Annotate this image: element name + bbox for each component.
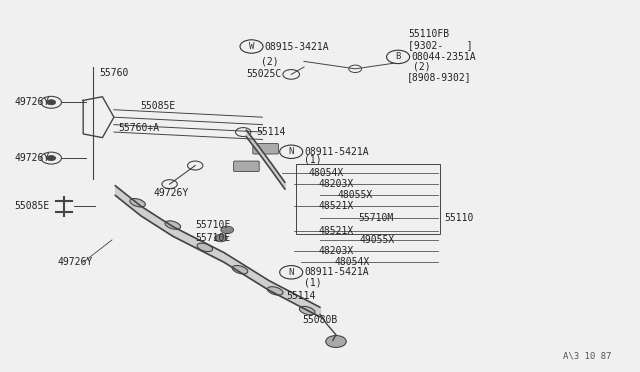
FancyBboxPatch shape [253,144,278,154]
Text: 55760+A: 55760+A [118,124,159,133]
Text: 55110FB: 55110FB [408,29,449,39]
Text: 48054X: 48054X [334,257,369,267]
Text: [8908-9302]: [8908-9302] [406,72,471,82]
Text: 55085E: 55085E [141,101,176,111]
Text: 48055X: 48055X [337,190,372,200]
Text: 49726Y: 49726Y [14,97,49,107]
Text: 49726Y: 49726Y [58,257,93,267]
Text: 48203X: 48203X [318,246,353,256]
Text: (2): (2) [261,57,279,66]
Ellipse shape [197,243,212,251]
Text: 08911-5421A: 08911-5421A [304,147,369,157]
Ellipse shape [130,199,145,207]
Text: 49055X: 49055X [360,235,395,245]
Text: 48054X: 48054X [308,168,344,178]
Ellipse shape [232,266,248,274]
Text: 08915-3421A: 08915-3421A [264,42,329,51]
Text: (2): (2) [413,62,431,72]
Text: 48521X: 48521X [318,202,353,211]
Text: 55085E: 55085E [14,202,49,211]
FancyBboxPatch shape [234,161,259,171]
Circle shape [47,155,56,161]
Text: 55710M: 55710M [358,213,394,222]
Text: [9302-    ]: [9302- ] [408,40,473,49]
Text: 55080B: 55080B [302,315,337,325]
Text: 55110: 55110 [445,213,474,222]
Text: 08044-2351A: 08044-2351A [411,52,476,62]
Text: 08911-5421A: 08911-5421A [304,267,369,277]
Text: 55025C: 55025C [246,70,282,79]
Text: B: B [396,52,401,61]
Text: A\3 10 87: A\3 10 87 [563,352,612,361]
Text: 55760: 55760 [99,68,129,77]
Text: 55114: 55114 [256,127,285,137]
Circle shape [214,234,227,242]
Text: N: N [289,147,294,156]
Ellipse shape [268,287,283,295]
Text: W: W [249,42,254,51]
Circle shape [326,336,346,347]
Ellipse shape [300,307,315,315]
Ellipse shape [165,221,180,229]
Text: 55710E: 55710E [195,233,230,243]
Text: 55710F: 55710F [195,220,230,230]
Text: 49726Y: 49726Y [14,153,49,163]
Text: 55114: 55114 [286,291,316,301]
Circle shape [221,226,234,234]
Circle shape [47,100,56,105]
Text: (1): (1) [304,154,322,164]
Text: (1): (1) [304,278,322,288]
Text: N: N [289,268,294,277]
Text: 48203X: 48203X [318,179,353,189]
Text: 49726Y: 49726Y [154,189,189,198]
Text: 48521X: 48521X [318,226,353,235]
